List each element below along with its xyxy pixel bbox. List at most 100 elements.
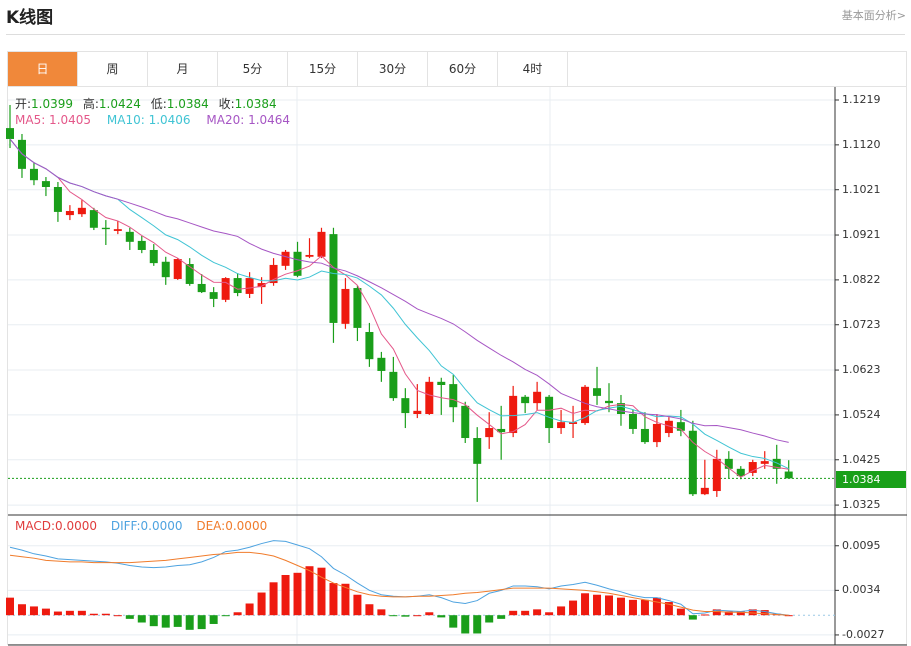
candle-body: [593, 388, 602, 396]
macd-bar: [257, 592, 266, 616]
candle-body: [149, 249, 158, 264]
candle-body: [137, 240, 146, 250]
candle-body: [628, 414, 637, 429]
macd-bar: [353, 594, 362, 616]
macd-bar: [377, 609, 386, 616]
candle-body: [509, 395, 518, 434]
candle-body: [449, 384, 458, 408]
candle-body: [664, 420, 673, 434]
candle-body: [521, 396, 530, 404]
macd-bar: [533, 609, 542, 616]
close-label: 收:: [218, 97, 235, 111]
macd-bar: [185, 615, 194, 630]
macd-bar: [712, 609, 721, 616]
macd-tick-label: -0.0027: [842, 627, 885, 641]
candle-body: [101, 227, 110, 230]
macd-bar: [281, 574, 290, 616]
macd-bar: [688, 615, 697, 620]
dea-line: [9, 551, 789, 616]
macd-bar: [149, 615, 158, 627]
macd-bar: [748, 609, 757, 616]
candle-body: [473, 438, 482, 464]
candle-body: [485, 428, 494, 438]
candle-body: [736, 468, 745, 477]
macd-bar: [593, 594, 602, 616]
macd-bar: [449, 615, 458, 628]
macd-bar: [628, 599, 637, 616]
tab-5min[interactable]: 5分: [218, 52, 288, 86]
candle-body: [461, 405, 470, 439]
candle-body: [581, 386, 590, 424]
candle-body: [533, 391, 542, 404]
macd-bar: [497, 615, 506, 619]
tab-day[interactable]: 日: [8, 52, 78, 86]
candle-body: [377, 357, 386, 371]
candle-body: [65, 211, 74, 216]
price-tick-label: 1.1219: [842, 93, 881, 106]
price-tick-label: 1.0425: [842, 452, 881, 466]
candle-body: [760, 461, 769, 464]
macd-bar: [365, 604, 374, 616]
candle-body: [437, 381, 446, 386]
macd-bar: [53, 611, 62, 616]
macd-bar: [101, 613, 110, 616]
macd-bar: [652, 597, 661, 616]
low-value: 1.0384: [166, 97, 209, 111]
macd-bar: [557, 606, 566, 616]
candle-body: [784, 471, 793, 479]
macd-tick-label: 0.0034: [842, 583, 881, 597]
tab-15min[interactable]: 15分: [288, 52, 358, 86]
tab-week[interactable]: 周: [78, 52, 148, 86]
ma20-value: MA20: 1.0464: [206, 113, 291, 127]
macd-bar: [209, 615, 218, 624]
candle-body: [640, 428, 649, 443]
candle-body: [89, 210, 98, 228]
price-tick-label: 1.0524: [842, 407, 881, 421]
divider: [6, 34, 905, 35]
tab-60min[interactable]: 60分: [428, 52, 498, 86]
fundamental-analysis-link[interactable]: 基本面分析>: [841, 9, 906, 22]
ma10-line: [9, 138, 789, 470]
candle-body: [41, 181, 50, 187]
macd-value: MACD:0.0000: [15, 519, 98, 533]
dea-value: DEA:0.0000: [196, 519, 268, 533]
macd-bar: [29, 606, 38, 616]
macd-bar: [197, 615, 206, 630]
price-tick-label: 1.1120: [842, 137, 881, 151]
open-value: 1.0399: [31, 97, 74, 111]
page-title: K线图: [6, 8, 54, 28]
tab-30min[interactable]: 30分: [358, 52, 428, 86]
candle-body: [545, 396, 554, 429]
ma5-line: [9, 138, 789, 478]
macd-readout: MACD:0.0000 DIFF:0.0000 DEA:0.0000: [15, 519, 273, 533]
macd-bar: [161, 615, 170, 628]
candle-body: [676, 422, 685, 431]
macd-bar: [113, 615, 122, 617]
candle-body: [173, 259, 182, 279]
macd-bar: [509, 610, 518, 616]
period-tabs: 日 周 月 5分 15分 30分 60分 4时: [7, 51, 907, 86]
macd-bar: [41, 608, 50, 616]
tab-4hour[interactable]: 4时: [498, 52, 568, 86]
candle-body: [700, 487, 709, 495]
candle-body: [688, 430, 697, 495]
candle-body: [569, 422, 578, 424]
candle-body: [113, 229, 122, 231]
tab-month[interactable]: 月: [148, 52, 218, 86]
high-value: 1.0424: [98, 97, 141, 111]
candle-body: [125, 231, 134, 242]
ma-readout: MA5: 1.0405 MA10: 1.0406 MA20: 1.0464: [15, 113, 296, 127]
candle-body: [329, 234, 338, 323]
macd-bar: [736, 611, 745, 616]
macd-bar: [6, 597, 14, 616]
candle-body: [413, 410, 422, 415]
macd-bar: [664, 602, 673, 616]
candle-body: [221, 278, 230, 300]
candle-body: [425, 381, 434, 415]
macd-bar: [605, 595, 613, 616]
macd-bar: [485, 615, 494, 623]
candle-body: [748, 462, 757, 473]
macd-bar: [125, 615, 134, 619]
macd-bar: [473, 615, 482, 634]
